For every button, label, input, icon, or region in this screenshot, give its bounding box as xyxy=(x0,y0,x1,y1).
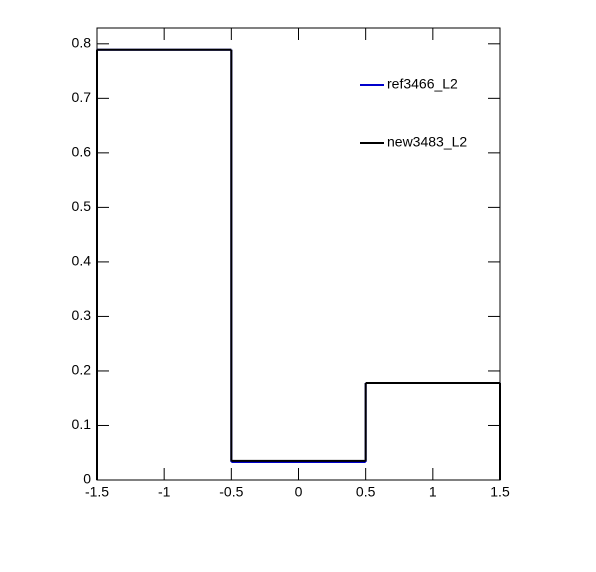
y-tick-label: 0.1 xyxy=(72,416,92,432)
x-tick-label: -0.5 xyxy=(219,484,243,500)
y-tick-label: 0.2 xyxy=(72,362,92,378)
y-tick-label: 0.8 xyxy=(72,35,92,51)
y-tick-label: 0.3 xyxy=(72,307,92,323)
y-tick-label: 0.7 xyxy=(72,89,92,105)
x-tick-label: 0.5 xyxy=(356,484,376,500)
y-tick-label: 0.4 xyxy=(72,253,92,269)
x-tick-label: 1 xyxy=(429,484,437,500)
y-tick-label: 0.5 xyxy=(72,198,92,214)
legend-label: ref3466_L2 xyxy=(387,76,458,92)
x-tick-label: -1 xyxy=(158,484,171,500)
y-tick-label: 0.6 xyxy=(72,144,92,160)
x-tick-label: 0 xyxy=(295,484,303,500)
y-tick-label: 0 xyxy=(83,471,91,487)
plot-frame xyxy=(96,27,501,481)
x-tick-label: 1.5 xyxy=(490,484,510,500)
x-tick-label: -1.5 xyxy=(85,484,109,500)
legend-label: new3483_L2 xyxy=(387,134,467,150)
